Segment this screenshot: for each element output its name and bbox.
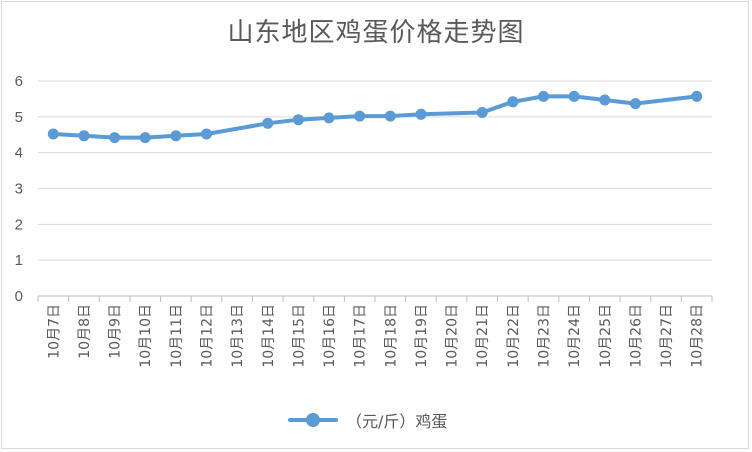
x-tick-label: 10月22日 [506, 304, 522, 368]
data-point [292, 114, 304, 126]
chart-legend: （元/斤）鸡蛋 [288, 408, 447, 432]
data-point [262, 117, 274, 129]
data-point [323, 112, 335, 124]
x-tick-label: 10月24日 [567, 304, 583, 368]
y-tick-label: 0 [15, 288, 23, 305]
legend-marker [288, 408, 338, 432]
x-tick-label: 10月17日 [353, 304, 369, 368]
y-tick-label: 2 [15, 216, 23, 233]
data-point [354, 110, 366, 122]
x-tick-label: 10月7日 [46, 304, 62, 359]
data-point [599, 94, 611, 106]
x-tick-label: 10月27日 [659, 304, 675, 368]
data-point [78, 130, 90, 142]
x-tick-label: 10月19日 [414, 304, 430, 368]
data-point [691, 90, 703, 102]
data-point [507, 96, 519, 108]
x-tick-label: 10月14日 [261, 304, 277, 368]
x-tick-label: 10月12日 [200, 304, 216, 368]
y-tick-label: 6 [15, 73, 23, 90]
data-point [538, 90, 549, 102]
x-tick-label: 10月16日 [322, 304, 338, 368]
x-tick-label: 10月9日 [108, 304, 124, 359]
x-tick-label: 10月15日 [291, 304, 307, 368]
x-tick-label: 10月13日 [230, 304, 246, 368]
data-point [170, 130, 182, 142]
data-point [47, 128, 59, 140]
x-tick-label: 10月26日 [628, 304, 644, 368]
y-tick-label: 1 [15, 252, 23, 269]
data-point [568, 90, 580, 102]
x-tick-label: 10月28日 [690, 304, 706, 368]
x-tick-label: 10月20日 [445, 304, 461, 368]
y-tick-label: 3 [15, 181, 23, 198]
x-tick-label: 10月11日 [169, 304, 185, 368]
x-tick-label: 10月21日 [475, 304, 491, 368]
y-tick-label: 4 [15, 145, 23, 162]
x-tick-label: 10月23日 [537, 304, 553, 368]
data-point [476, 107, 488, 118]
x-tick-label: 10月8日 [77, 304, 93, 359]
data-point [109, 132, 121, 144]
data-point [629, 98, 641, 110]
data-point [201, 128, 212, 140]
y-tick-label: 5 [15, 109, 23, 126]
data-point [139, 132, 151, 144]
x-tick-label: 10月10日 [138, 304, 154, 368]
x-tick-label: 10月25日 [598, 304, 614, 368]
chart-title: 山东地区鸡蛋价格走势图 [227, 18, 525, 48]
data-point [415, 108, 427, 120]
legend-label: （元/斤）鸡蛋 [346, 412, 448, 431]
x-tick-label: 10月18日 [383, 304, 399, 368]
data-point [384, 110, 396, 122]
